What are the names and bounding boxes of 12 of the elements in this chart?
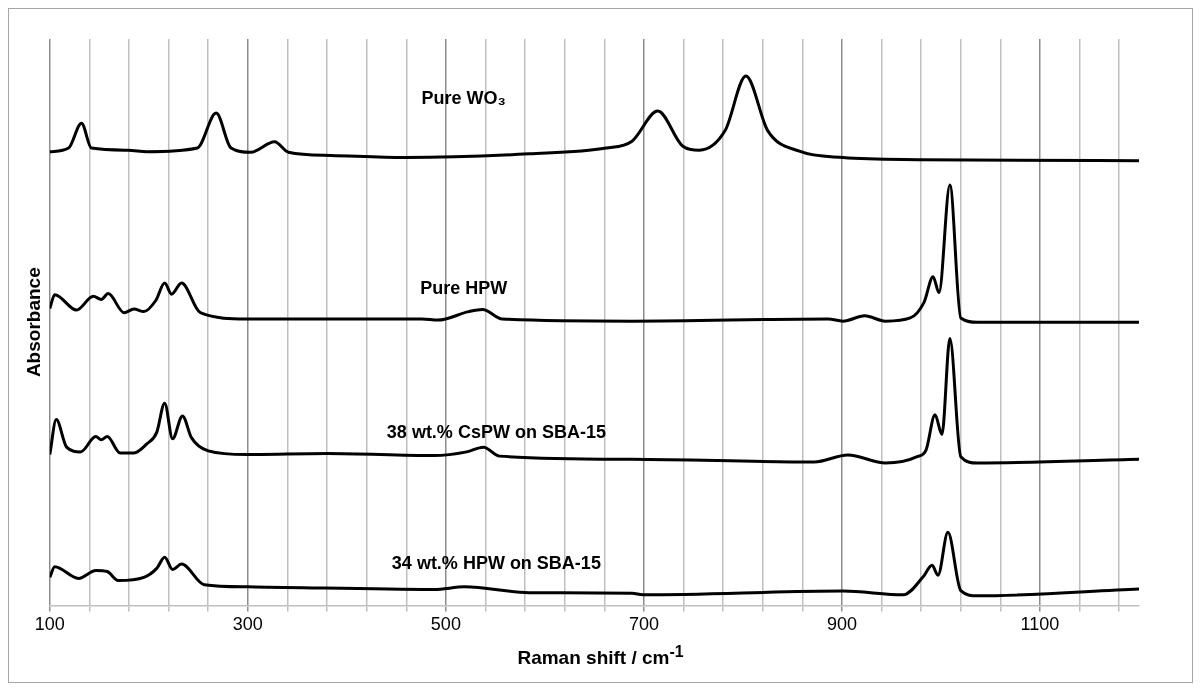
series-label: 34 wt.% HPW on SBA-15	[391, 552, 601, 573]
series-label: 38 wt.% CsPW on SBA-15	[386, 422, 606, 443]
x-tick-label: 1100	[1020, 614, 1060, 635]
x-tick-label: 100	[34, 614, 65, 635]
y-axis-title: Absorbance	[22, 267, 44, 378]
series-label: Pure HPW	[420, 277, 508, 298]
x-tick-label: 700	[628, 614, 659, 635]
x-axis-title: Raman shift / cm$^{-1}$	[516, 643, 685, 670]
text: Pure WO₃	[421, 87, 506, 108]
x-tick-label: 900	[826, 614, 857, 635]
x-tick-label: 500	[430, 614, 461, 635]
x-tick-label: 300	[232, 614, 263, 635]
